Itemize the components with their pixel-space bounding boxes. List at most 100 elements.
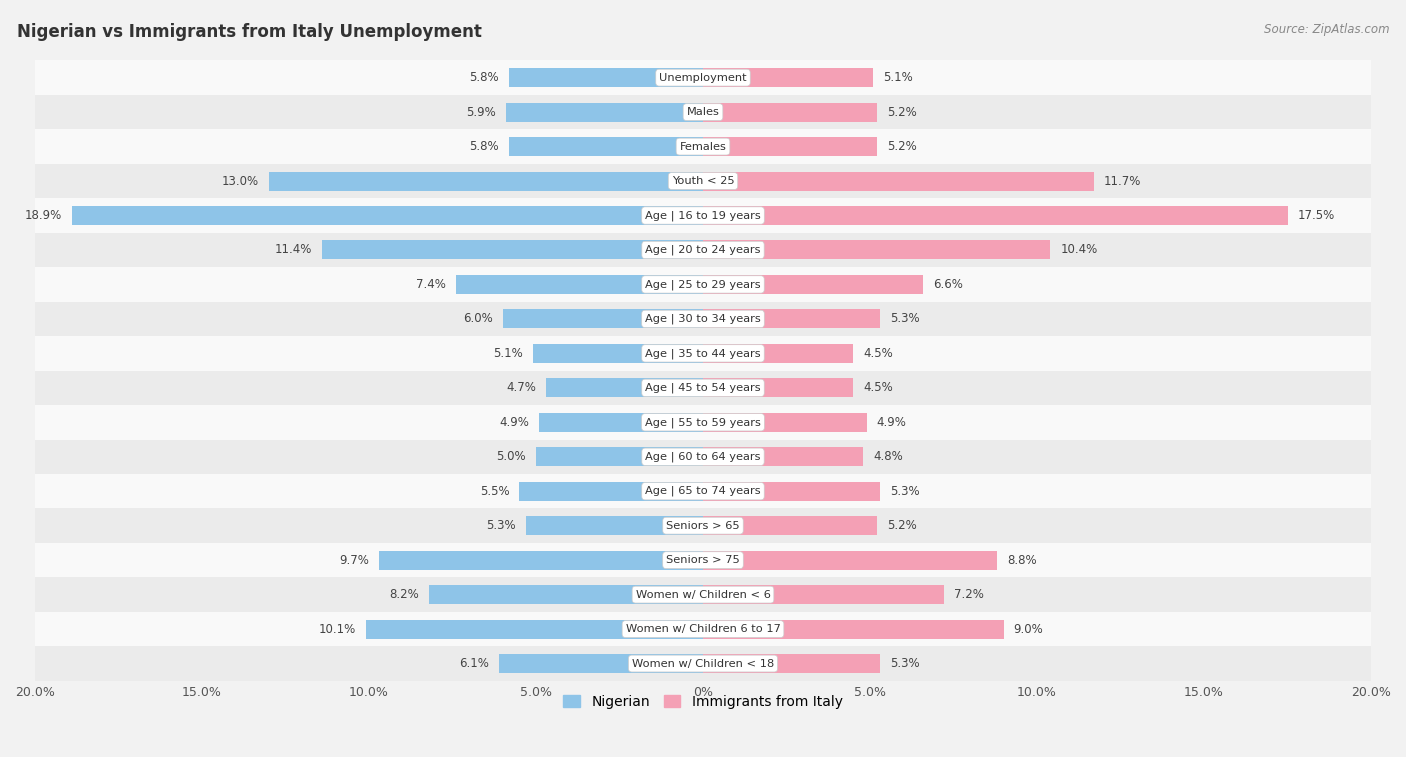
- Bar: [35, 543, 1371, 578]
- Bar: [703, 516, 877, 535]
- Bar: [269, 172, 703, 191]
- Text: 17.5%: 17.5%: [1298, 209, 1334, 222]
- Bar: [703, 344, 853, 363]
- Text: 6.6%: 6.6%: [934, 278, 963, 291]
- Bar: [703, 447, 863, 466]
- Bar: [703, 137, 877, 156]
- Text: 5.8%: 5.8%: [470, 140, 499, 153]
- Bar: [35, 61, 1371, 95]
- Bar: [429, 585, 703, 604]
- Text: 5.3%: 5.3%: [890, 484, 920, 497]
- Bar: [509, 68, 703, 87]
- Text: 4.7%: 4.7%: [506, 382, 536, 394]
- Bar: [536, 447, 703, 466]
- Bar: [35, 646, 1371, 681]
- Bar: [703, 413, 866, 431]
- Bar: [703, 310, 880, 329]
- Text: Women w/ Children < 18: Women w/ Children < 18: [631, 659, 775, 668]
- Text: Women w/ Children 6 to 17: Women w/ Children 6 to 17: [626, 624, 780, 634]
- Text: Age | 55 to 59 years: Age | 55 to 59 years: [645, 417, 761, 428]
- Text: 4.5%: 4.5%: [863, 347, 893, 360]
- Text: 5.2%: 5.2%: [887, 106, 917, 119]
- Bar: [703, 103, 877, 122]
- Text: 11.4%: 11.4%: [274, 244, 312, 257]
- Text: 5.0%: 5.0%: [496, 450, 526, 463]
- Bar: [703, 378, 853, 397]
- Bar: [703, 550, 997, 569]
- Text: 7.4%: 7.4%: [416, 278, 446, 291]
- Text: Age | 30 to 34 years: Age | 30 to 34 years: [645, 313, 761, 324]
- Text: Youth < 25: Youth < 25: [672, 176, 734, 186]
- Bar: [703, 206, 1288, 225]
- Bar: [703, 68, 873, 87]
- Text: Age | 20 to 24 years: Age | 20 to 24 years: [645, 245, 761, 255]
- Text: 5.9%: 5.9%: [467, 106, 496, 119]
- Bar: [499, 654, 703, 673]
- Text: 13.0%: 13.0%: [222, 175, 259, 188]
- Bar: [703, 619, 1004, 639]
- Text: 4.9%: 4.9%: [877, 416, 907, 428]
- Bar: [533, 344, 703, 363]
- Text: 9.7%: 9.7%: [339, 553, 368, 567]
- Text: 5.3%: 5.3%: [890, 657, 920, 670]
- Text: Unemployment: Unemployment: [659, 73, 747, 83]
- Text: Age | 60 to 64 years: Age | 60 to 64 years: [645, 451, 761, 462]
- Text: 5.3%: 5.3%: [890, 313, 920, 326]
- Text: 4.9%: 4.9%: [499, 416, 529, 428]
- Bar: [526, 516, 703, 535]
- Bar: [506, 103, 703, 122]
- Bar: [35, 164, 1371, 198]
- Bar: [546, 378, 703, 397]
- Text: Age | 16 to 19 years: Age | 16 to 19 years: [645, 210, 761, 221]
- Bar: [35, 232, 1371, 267]
- Text: 9.0%: 9.0%: [1014, 622, 1043, 636]
- Bar: [509, 137, 703, 156]
- Text: 4.8%: 4.8%: [873, 450, 903, 463]
- Text: 7.2%: 7.2%: [953, 588, 983, 601]
- Text: Nigerian vs Immigrants from Italy Unemployment: Nigerian vs Immigrants from Italy Unempl…: [17, 23, 482, 41]
- Bar: [366, 619, 703, 639]
- Bar: [35, 198, 1371, 232]
- Bar: [322, 241, 703, 260]
- Bar: [35, 336, 1371, 371]
- Bar: [35, 129, 1371, 164]
- Bar: [35, 95, 1371, 129]
- Bar: [519, 481, 703, 500]
- Bar: [703, 172, 1094, 191]
- Text: Age | 45 to 54 years: Age | 45 to 54 years: [645, 382, 761, 393]
- Bar: [35, 267, 1371, 302]
- Text: Source: ZipAtlas.com: Source: ZipAtlas.com: [1264, 23, 1389, 36]
- Text: 5.1%: 5.1%: [883, 71, 912, 84]
- Text: 6.0%: 6.0%: [463, 313, 492, 326]
- Text: 5.2%: 5.2%: [887, 519, 917, 532]
- Bar: [35, 578, 1371, 612]
- Text: 8.2%: 8.2%: [389, 588, 419, 601]
- Text: Age | 25 to 29 years: Age | 25 to 29 years: [645, 279, 761, 290]
- Bar: [456, 275, 703, 294]
- Bar: [35, 405, 1371, 440]
- Bar: [35, 371, 1371, 405]
- Bar: [72, 206, 703, 225]
- Text: Age | 65 to 74 years: Age | 65 to 74 years: [645, 486, 761, 497]
- Bar: [703, 585, 943, 604]
- Bar: [35, 509, 1371, 543]
- Bar: [35, 302, 1371, 336]
- Text: Seniors > 75: Seniors > 75: [666, 555, 740, 565]
- Bar: [35, 474, 1371, 509]
- Bar: [35, 612, 1371, 646]
- Text: Women w/ Children < 6: Women w/ Children < 6: [636, 590, 770, 600]
- Bar: [540, 413, 703, 431]
- Text: 5.1%: 5.1%: [494, 347, 523, 360]
- Bar: [502, 310, 703, 329]
- Bar: [380, 550, 703, 569]
- Text: 5.8%: 5.8%: [470, 71, 499, 84]
- Text: 4.5%: 4.5%: [863, 382, 893, 394]
- Text: 5.2%: 5.2%: [887, 140, 917, 153]
- Legend: Nigerian, Immigrants from Italy: Nigerian, Immigrants from Italy: [558, 689, 848, 714]
- Text: 8.8%: 8.8%: [1007, 553, 1036, 567]
- Text: 11.7%: 11.7%: [1104, 175, 1142, 188]
- Text: Males: Males: [686, 107, 720, 117]
- Text: 10.1%: 10.1%: [318, 622, 356, 636]
- Text: 18.9%: 18.9%: [24, 209, 62, 222]
- Text: 5.5%: 5.5%: [479, 484, 509, 497]
